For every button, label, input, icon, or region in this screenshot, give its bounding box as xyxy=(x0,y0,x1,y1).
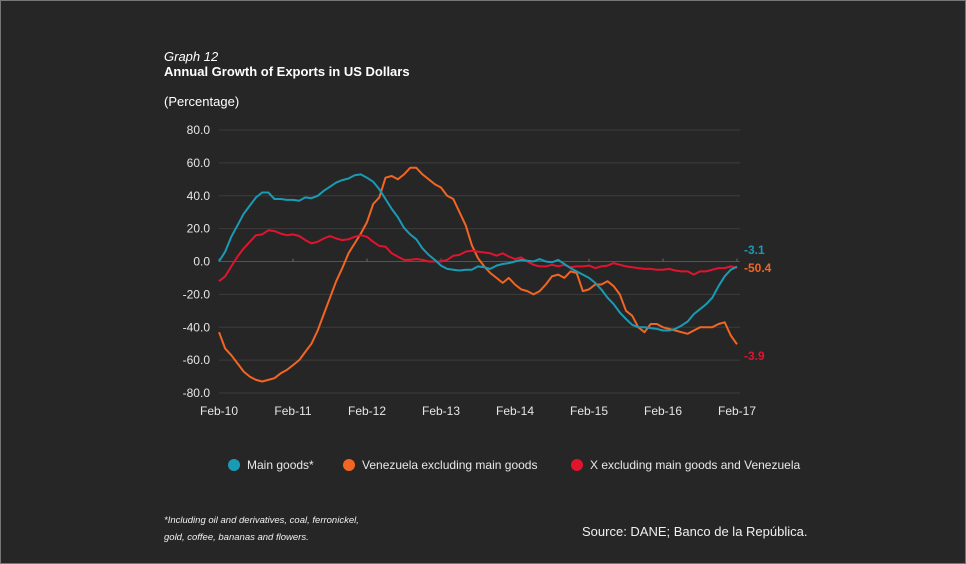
y-tick-label: -60.0 xyxy=(183,353,211,367)
chart-title: Annual Growth of Exports in US Dollars xyxy=(164,64,410,79)
y-tick-label: -80.0 xyxy=(183,386,211,400)
footnote: *Including oil and derivatives, coal, fe… xyxy=(164,512,359,546)
y-tick-label: 40.0 xyxy=(187,189,211,203)
x-tick-label: Feb-17 xyxy=(718,404,756,418)
x-tick-label: Feb-11 xyxy=(274,404,311,418)
legend-marker-icon xyxy=(228,459,240,471)
x-tick-label: Feb-14 xyxy=(496,404,534,418)
y-tick-label: -20.0 xyxy=(183,287,211,301)
y-axis-unit-label: (Percentage) xyxy=(164,94,240,109)
series-line-1 xyxy=(218,173,738,332)
y-tick-label: 60.0 xyxy=(187,156,211,170)
legend-item-x-excluding: X excluding main goods and Venezuela xyxy=(571,458,800,472)
legend-marker-icon xyxy=(571,459,583,471)
x-tick-label: Feb-16 xyxy=(644,404,682,418)
y-tick-label: 20.0 xyxy=(187,222,211,236)
source-note: Source: DANE; Banco de la República. xyxy=(582,524,808,539)
y-tick-label: 80.0 xyxy=(187,123,211,137)
legend-item-venezuela: Venezuela excluding main goods xyxy=(343,458,537,472)
y-tick-label: 0.0 xyxy=(193,255,210,269)
x-tick-label: Feb-10 xyxy=(200,404,238,418)
end-value-label: -3.1 xyxy=(744,243,765,257)
graph-number: Graph 12 xyxy=(164,49,219,64)
end-value-label: -50.4 xyxy=(744,261,772,275)
footnote-line: gold, coffee, bananas and flowers. xyxy=(164,532,309,543)
x-axis-ticks: Feb-10 Feb-11 Feb-12 Feb-13 Feb-14 Feb-15 Feb-… xyxy=(200,258,756,418)
legend-label: X excluding main goods and Venezuela xyxy=(590,458,801,472)
legend-item-main-goods: Main goods* xyxy=(228,458,314,472)
y-axis-ticks: 80.0 60.0 40.0 20.0 0.0 -20.0 -40.0 -60.0 -80.0 xyxy=(183,123,211,400)
end-value-label: -3.9 xyxy=(744,349,765,363)
legend-label: Main goods* xyxy=(247,458,314,472)
footnote-line: *Including oil and derivatives, coal, fe… xyxy=(164,515,359,526)
series-end-labels: -3.1 -50.4 -3.9 xyxy=(744,243,772,363)
legend-marker-icon xyxy=(343,459,355,471)
y-tick-label: -40.0 xyxy=(183,320,211,334)
gridlines xyxy=(219,129,740,394)
series-line-3 xyxy=(218,229,738,282)
x-tick-label: Feb-12 xyxy=(348,404,386,418)
x-tick-label: Feb-13 xyxy=(422,404,460,418)
x-tick-label: Feb-15 xyxy=(570,404,608,418)
series-line-2 xyxy=(218,166,738,383)
legend-label: Venezuela excluding main goods xyxy=(362,458,538,472)
series-lines xyxy=(218,166,738,383)
